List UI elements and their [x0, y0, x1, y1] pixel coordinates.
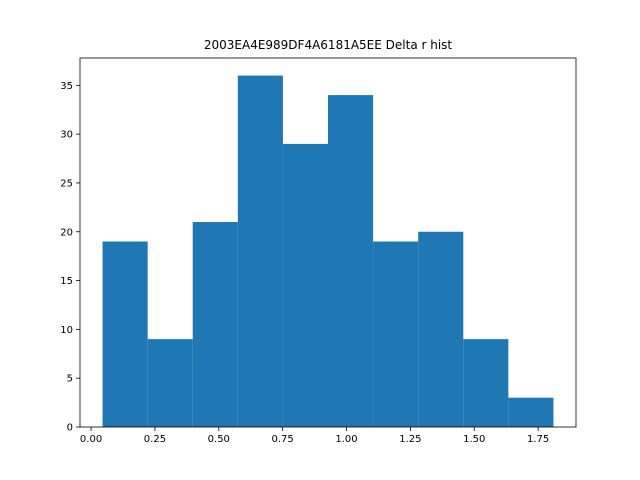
histogram-bar — [418, 231, 464, 427]
y-tick-label: 35 — [60, 81, 73, 92]
x-tick-label: 0.00 — [80, 434, 102, 445]
y-tick-label: 15 — [60, 276, 73, 287]
plot-frame — [79, 57, 577, 428]
histogram-bar — [463, 339, 509, 427]
histogram-bar — [508, 397, 554, 427]
x-axis-ticks: 0.00 0.25 0.50 0.75 1.00 1.25 1.50 1.75 — [80, 427, 549, 445]
y-tick-label: 30 — [60, 130, 73, 141]
x-tick-label: 1.00 — [335, 434, 357, 445]
histogram-bar — [102, 241, 148, 427]
chart-title: 2003EA4E989DF4A6181A5EE Delta r hist — [204, 38, 453, 52]
x-tick-label: 0.25 — [144, 434, 166, 445]
histogram-bar — [237, 75, 283, 427]
histogram-bar — [373, 241, 419, 427]
x-tick-label: 1.50 — [463, 434, 485, 445]
bars-group — [102, 75, 554, 427]
histogram-bar — [328, 95, 374, 427]
x-tick-label: 1.25 — [399, 434, 421, 445]
x-tick-label: 1.75 — [527, 434, 549, 445]
histogram-bar — [192, 222, 238, 427]
y-axis-ticks: 0 5 10 15 20 25 30 35 — [60, 81, 80, 434]
y-tick-label: 25 — [60, 178, 73, 189]
y-tick-label: 5 — [67, 374, 73, 385]
x-tick-label: 0.75 — [272, 434, 294, 445]
y-tick-label: 10 — [60, 325, 73, 336]
histogram-bar — [147, 339, 193, 427]
y-tick-label: 0 — [67, 423, 73, 434]
histogram-bar — [282, 143, 328, 427]
x-tick-label: 0.50 — [208, 434, 230, 445]
y-tick-label: 20 — [60, 227, 73, 238]
